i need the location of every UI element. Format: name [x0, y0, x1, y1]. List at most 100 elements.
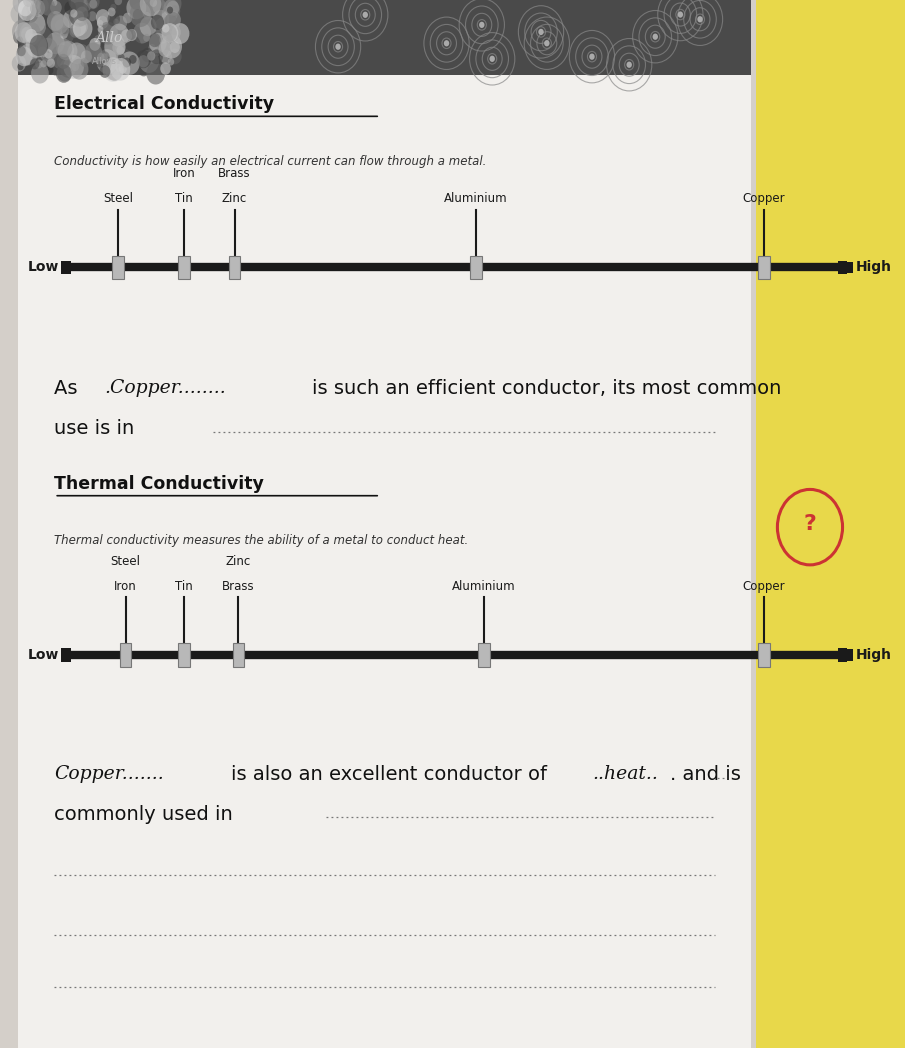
Circle shape	[17, 63, 24, 70]
Circle shape	[171, 23, 189, 44]
Circle shape	[18, 0, 36, 21]
Bar	[18, 0, 751, 1048]
Circle shape	[38, 46, 48, 58]
Circle shape	[120, 35, 141, 59]
Circle shape	[113, 70, 120, 79]
Circle shape	[81, 58, 89, 67]
Text: Copper: Copper	[742, 581, 786, 593]
Text: Steel: Steel	[103, 193, 133, 205]
Circle shape	[26, 0, 38, 7]
Text: Aluminium: Aluminium	[452, 581, 516, 593]
Circle shape	[25, 34, 47, 58]
Circle shape	[108, 34, 117, 43]
Circle shape	[22, 3, 38, 23]
Text: Steel: Steel	[110, 555, 140, 568]
Text: Zinc: Zinc	[226, 555, 251, 568]
Circle shape	[129, 0, 143, 9]
Circle shape	[139, 50, 159, 73]
Circle shape	[160, 63, 171, 74]
Circle shape	[75, 20, 88, 35]
Circle shape	[27, 38, 48, 62]
Text: Low: Low	[27, 648, 59, 662]
Circle shape	[44, 49, 52, 59]
Circle shape	[110, 4, 117, 12]
Circle shape	[170, 5, 180, 17]
Circle shape	[148, 51, 156, 61]
Circle shape	[104, 35, 126, 59]
Circle shape	[110, 58, 130, 81]
Text: ..heat..: ..heat..	[593, 765, 659, 783]
Circle shape	[151, 15, 164, 30]
Circle shape	[58, 41, 74, 60]
Circle shape	[60, 41, 78, 61]
Circle shape	[57, 64, 72, 82]
Circle shape	[69, 0, 84, 9]
Circle shape	[169, 24, 178, 35]
Circle shape	[113, 19, 119, 25]
Circle shape	[118, 53, 125, 61]
Circle shape	[60, 59, 76, 78]
Text: Aluminium: Aluminium	[444, 193, 508, 205]
Circle shape	[35, 0, 49, 14]
Circle shape	[363, 12, 368, 18]
Circle shape	[35, 35, 41, 42]
Circle shape	[96, 9, 110, 25]
Bar	[470, 256, 481, 279]
Circle shape	[102, 58, 124, 82]
Circle shape	[38, 38, 58, 61]
Circle shape	[62, 27, 69, 37]
Circle shape	[35, 60, 43, 68]
Text: commonly used in: commonly used in	[54, 805, 233, 824]
Text: . and is: . and is	[670, 765, 740, 784]
Circle shape	[47, 59, 55, 68]
Bar	[758, 256, 770, 279]
Circle shape	[17, 46, 26, 57]
Circle shape	[47, 12, 64, 30]
Circle shape	[100, 51, 110, 63]
Circle shape	[113, 59, 123, 71]
Circle shape	[167, 58, 174, 66]
Circle shape	[490, 56, 495, 62]
Circle shape	[30, 20, 37, 27]
Text: Zinc: Zinc	[222, 193, 247, 205]
Circle shape	[28, 17, 46, 37]
Circle shape	[154, 17, 173, 39]
Circle shape	[336, 44, 341, 50]
Circle shape	[167, 6, 173, 14]
Text: ?: ?	[804, 514, 816, 534]
Circle shape	[71, 9, 78, 18]
Text: As: As	[54, 379, 84, 398]
Circle shape	[21, 0, 39, 12]
Circle shape	[143, 34, 150, 42]
Circle shape	[46, 32, 64, 54]
Text: is also an excellent conductor of: is also an excellent conductor of	[231, 765, 547, 784]
Text: Thermal conductivity measures the ability of a metal to conduct heat.: Thermal conductivity measures the abilit…	[54, 534, 469, 547]
Bar	[178, 256, 190, 279]
Circle shape	[127, 29, 137, 41]
Circle shape	[544, 40, 549, 46]
Circle shape	[30, 35, 48, 57]
Circle shape	[158, 41, 172, 58]
Circle shape	[149, 0, 157, 7]
Bar	[758, 643, 770, 667]
Circle shape	[129, 2, 151, 27]
Circle shape	[56, 64, 71, 83]
Circle shape	[93, 49, 110, 67]
Circle shape	[160, 49, 172, 64]
Circle shape	[63, 9, 79, 28]
Circle shape	[165, 23, 181, 41]
Circle shape	[119, 64, 127, 73]
Circle shape	[159, 36, 167, 44]
Circle shape	[147, 63, 165, 85]
Bar	[838, 649, 847, 661]
Circle shape	[73, 10, 84, 23]
Circle shape	[94, 35, 102, 44]
Bar	[838, 261, 847, 274]
Circle shape	[72, 20, 86, 36]
Circle shape	[133, 23, 151, 44]
Circle shape	[170, 41, 180, 53]
Circle shape	[51, 14, 69, 35]
Circle shape	[100, 65, 110, 78]
Circle shape	[72, 44, 91, 66]
Circle shape	[30, 59, 40, 69]
